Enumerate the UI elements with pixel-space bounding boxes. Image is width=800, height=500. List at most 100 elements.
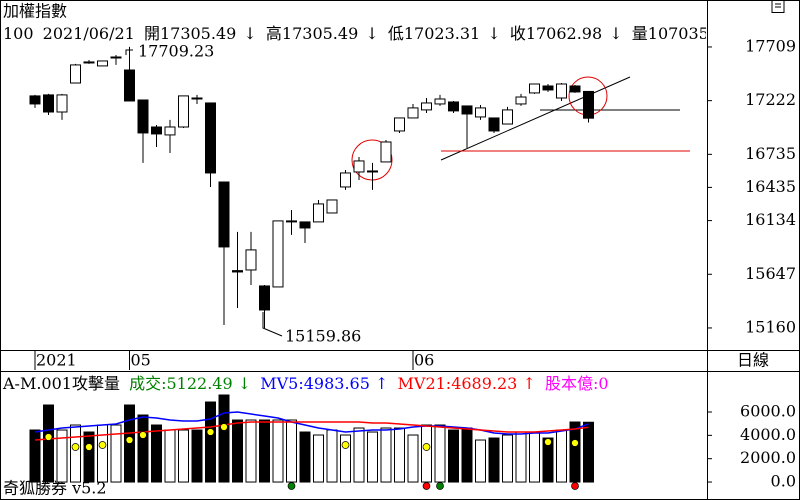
quote-arrow: ↓ bbox=[487, 24, 500, 43]
candle-body bbox=[124, 69, 135, 102]
candle-body bbox=[43, 94, 54, 113]
volume-bar bbox=[475, 439, 486, 483]
legend-arrow: ↓ bbox=[238, 374, 251, 393]
x-tick-label: 06 bbox=[414, 351, 434, 370]
signal-dot bbox=[206, 428, 215, 436]
legend-arrow: ↑ bbox=[522, 374, 535, 393]
volume-bar bbox=[461, 427, 473, 483]
volume-bar bbox=[394, 427, 405, 483]
volume-bar bbox=[151, 424, 162, 483]
volume-bar bbox=[583, 421, 594, 483]
trend-line bbox=[440, 76, 631, 161]
candle-body bbox=[299, 221, 311, 229]
candle-body bbox=[178, 95, 189, 128]
candle-body bbox=[461, 105, 473, 115]
low-label: 15159.86 bbox=[285, 327, 361, 346]
volume-bar bbox=[178, 429, 189, 483]
candle-body bbox=[556, 83, 567, 99]
volume-bar bbox=[313, 434, 324, 483]
volume-bar bbox=[542, 437, 554, 483]
volume-bar bbox=[245, 419, 257, 483]
signal-dot bbox=[220, 423, 228, 431]
legend-item: 股本億:0 bbox=[545, 374, 609, 393]
candle-body bbox=[448, 101, 459, 112]
quote-arrow: ↓ bbox=[365, 24, 378, 43]
candle-body bbox=[164, 126, 176, 136]
legend-item: MV5:4983.65 bbox=[260, 374, 370, 393]
x-tick-label: 05 bbox=[131, 351, 151, 370]
moving-average-line bbox=[34, 421, 589, 441]
candle-body bbox=[259, 285, 270, 311]
quote-item: 高17305.49 bbox=[266, 24, 358, 43]
legend-arrow: ↑ bbox=[375, 374, 388, 393]
candle-body bbox=[191, 97, 203, 100]
quote-line: 100 2021/06/21 開17305.49 ↓ 高17305.49 ↓ 低… bbox=[3, 24, 729, 43]
signal-dot bbox=[139, 431, 147, 439]
volume-bar bbox=[434, 424, 446, 483]
signal-dot bbox=[544, 438, 552, 446]
volume-bar bbox=[529, 431, 540, 483]
signal-dot bbox=[436, 482, 444, 490]
volume-bar bbox=[515, 431, 527, 483]
candle-body bbox=[326, 199, 338, 214]
candle-body bbox=[97, 60, 108, 67]
legend-item: 成交:5122.49 bbox=[129, 374, 233, 393]
quote-item: 100 bbox=[3, 24, 34, 43]
leader-line bbox=[262, 312, 283, 337]
volume-bar bbox=[218, 394, 230, 483]
legend-item: MV21:4689.23 bbox=[398, 374, 518, 393]
volume-bar bbox=[259, 419, 270, 483]
volume-bar bbox=[380, 427, 392, 483]
volume-bar bbox=[83, 431, 95, 483]
volume-bar bbox=[137, 414, 149, 483]
candle-body bbox=[475, 107, 486, 118]
candle-body bbox=[272, 220, 284, 288]
y-tick-label: 17222 bbox=[745, 90, 796, 109]
chart-title: 加權指數 bbox=[3, 2, 67, 21]
quote-item: 量10703580 bbox=[632, 24, 729, 43]
volume-bar bbox=[191, 429, 203, 483]
y-tick-label: 0.0 bbox=[771, 472, 796, 491]
volume-bar bbox=[164, 429, 176, 483]
volume-title: A-M.001攻擊量 bbox=[2, 374, 120, 393]
candle-body bbox=[569, 85, 581, 93]
volume-bar bbox=[56, 429, 68, 483]
quote-arrow: ↓ bbox=[243, 24, 256, 43]
signal-dot bbox=[44, 433, 53, 441]
quote-item: 開17305.49 bbox=[144, 24, 236, 43]
candle-body bbox=[56, 94, 68, 113]
candle-body bbox=[434, 98, 446, 105]
leader-line bbox=[125, 49, 133, 55]
candle-body bbox=[286, 220, 297, 223]
candle-body bbox=[488, 117, 500, 132]
x-tick-label: 2021 bbox=[36, 351, 77, 370]
volume-bar bbox=[488, 437, 500, 483]
y-tick-label: 16134 bbox=[745, 210, 796, 229]
signal-dot bbox=[571, 439, 579, 447]
candle-body bbox=[151, 126, 162, 135]
y-tick-label: 15160 bbox=[745, 317, 796, 336]
volume-bar bbox=[556, 429, 567, 483]
signal-dot bbox=[287, 482, 296, 490]
candle-body bbox=[205, 102, 216, 174]
candle-body bbox=[583, 90, 594, 119]
volume-bar bbox=[502, 434, 513, 483]
volume-bar bbox=[232, 419, 243, 483]
high-label: 17709.23 bbox=[138, 42, 214, 61]
signal-dot bbox=[571, 482, 579, 490]
signal-dot bbox=[71, 443, 80, 451]
candle-body bbox=[29, 95, 41, 105]
volume-bar bbox=[29, 429, 41, 483]
signal-dot bbox=[341, 441, 350, 449]
volume-bar bbox=[299, 431, 311, 483]
quote-item: 2021/06/21 bbox=[43, 24, 135, 43]
volume-bar bbox=[340, 434, 351, 483]
candle-body bbox=[529, 83, 540, 94]
volume-bar bbox=[367, 431, 378, 483]
y-tick-label: 15647 bbox=[745, 264, 796, 283]
volume-bar bbox=[43, 404, 54, 483]
candle-body bbox=[232, 270, 243, 273]
signal-dot bbox=[125, 436, 134, 444]
volume-bar bbox=[272, 419, 284, 483]
candle-body bbox=[218, 181, 230, 248]
